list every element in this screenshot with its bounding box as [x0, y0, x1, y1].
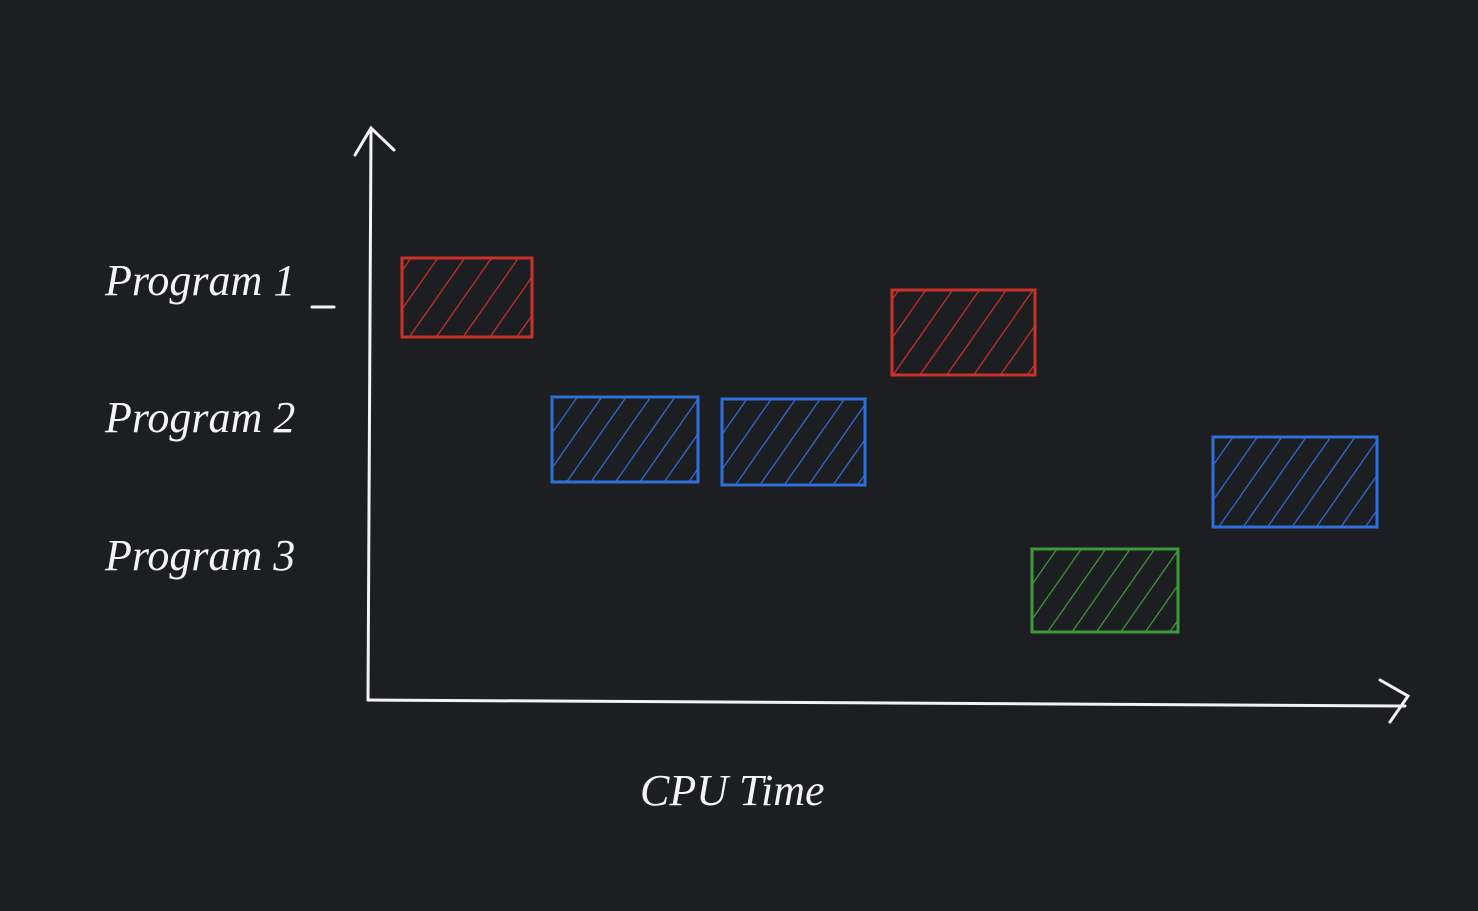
y-arrow	[353, 125, 396, 157]
blocks	[400, 256, 1379, 634]
y-axis	[366, 128, 373, 702]
block	[400, 256, 534, 339]
block	[550, 395, 700, 484]
y-label: Program 2	[104, 393, 295, 442]
y-label: Program 3	[104, 531, 295, 580]
x-axis	[366, 698, 1407, 708]
x-arrow	[1378, 678, 1411, 724]
block	[1211, 435, 1379, 529]
axes	[310, 125, 1411, 724]
block	[890, 288, 1037, 377]
block	[1030, 547, 1180, 634]
y-label: Program 1	[104, 256, 295, 305]
x-label: CPU Time	[640, 766, 825, 815]
block	[720, 397, 867, 487]
